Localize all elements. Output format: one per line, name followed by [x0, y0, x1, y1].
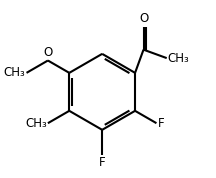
Text: CH₃: CH₃ [25, 117, 47, 130]
Text: F: F [158, 117, 164, 130]
Text: O: O [43, 46, 52, 59]
Text: O: O [139, 12, 148, 25]
Text: F: F [99, 156, 105, 169]
Text: CH₃: CH₃ [4, 66, 25, 79]
Text: CH₃: CH₃ [168, 52, 189, 65]
